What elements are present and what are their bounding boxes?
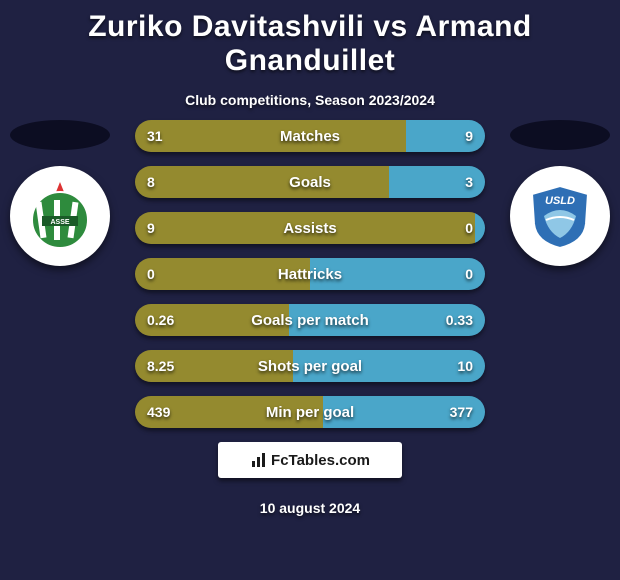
comparison-subtitle: Club competitions, Season 2023/2024 — [0, 92, 620, 108]
svg-text:ASSE: ASSE — [50, 219, 69, 226]
stat-bar-left — [135, 166, 389, 198]
crest-shadow — [510, 120, 610, 150]
comparison-title: Zuriko Davitashvili vs Armand Gnanduille… — [0, 0, 620, 78]
stat-value-right: 0 — [465, 212, 473, 244]
stat-value-right: 0 — [465, 258, 473, 290]
chart-icon — [250, 451, 268, 469]
club-logo-usld-icon: USLD — [524, 180, 596, 252]
stat-row: Matches319 — [135, 120, 485, 152]
stat-value-right: 3 — [465, 166, 473, 198]
stat-value-right: 377 — [450, 396, 473, 428]
stat-value-right: 10 — [457, 350, 473, 382]
stat-bar-right — [475, 212, 486, 244]
player-left-crest-block: ASSE — [10, 120, 110, 250]
stat-row: Goals per match0.260.33 — [135, 304, 485, 336]
stat-value-right: 0.33 — [446, 304, 473, 336]
stat-value-left: 9 — [147, 212, 155, 244]
club-badge-left: ASSE — [10, 166, 110, 266]
stat-row: Goals83 — [135, 166, 485, 198]
stat-bar-right — [310, 258, 485, 290]
stat-bar-left — [135, 120, 406, 152]
stat-value-left: 439 — [147, 396, 170, 428]
stat-value-right: 9 — [465, 120, 473, 152]
footer-date: 10 august 2024 — [0, 500, 620, 516]
stat-row: Hattricks00 — [135, 258, 485, 290]
stat-value-left: 0 — [147, 258, 155, 290]
player-right-crest-block: USLD — [510, 120, 610, 250]
stats-bars: Matches319Goals83Assists90Hattricks00Goa… — [135, 120, 485, 442]
site-attribution: FcTables.com — [218, 442, 402, 478]
site-name: FcTables.com — [271, 452, 370, 469]
stat-bar-left — [135, 258, 310, 290]
crest-shadow — [10, 120, 110, 150]
stat-row: Assists90 — [135, 212, 485, 244]
club-badge-right: USLD — [510, 166, 610, 266]
stat-value-left: 31 — [147, 120, 163, 152]
stat-row: Min per goal439377 — [135, 396, 485, 428]
stat-bar-left — [135, 212, 475, 244]
stat-value-left: 8 — [147, 166, 155, 198]
stat-value-left: 0.26 — [147, 304, 174, 336]
stat-row: Shots per goal8.2510 — [135, 350, 485, 382]
club-logo-asse-icon: ASSE — [24, 180, 96, 252]
stat-bar-right — [406, 120, 485, 152]
svg-text:USLD: USLD — [545, 195, 575, 207]
stat-value-left: 8.25 — [147, 350, 174, 382]
